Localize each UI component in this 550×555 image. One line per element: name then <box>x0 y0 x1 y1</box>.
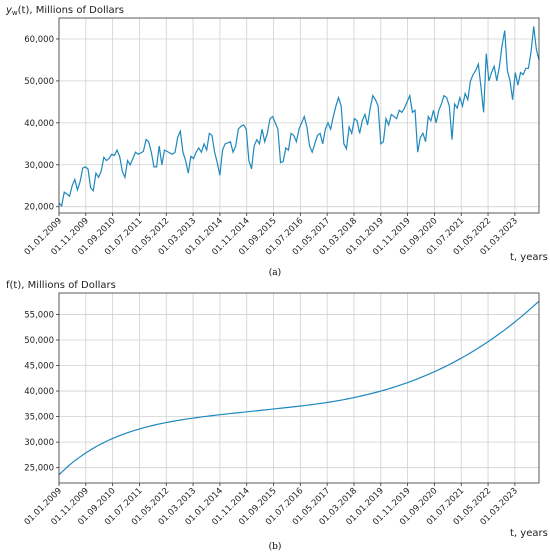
chart-b-ytick-label: 55,000 <box>24 310 54 320</box>
chart-b-series-line <box>58 300 540 476</box>
chart-a-frame <box>58 17 540 214</box>
chart-a-xticks: 01.01.200901.11.200901.09.201001.07.2011… <box>23 213 520 258</box>
chart-b-ytick-label: 25,000 <box>24 464 54 474</box>
chart-a-ytick-label: 60,000 <box>24 35 54 45</box>
chart-b-yticks: 25,000 30,000 35,000 40,000 45,000 50,000 55,0… <box>24 310 59 474</box>
chart-a: yw(t), Millions of Dollars 20,000 30,000 4… <box>5 5 548 278</box>
chart-b-ytick-label: 40,000 <box>24 387 54 397</box>
chart-b-ytick-label: 35,000 <box>24 413 54 423</box>
chart-a-panel-label: (a) <box>269 267 281 278</box>
chart-a-ylabel: yw(t), Millions of Dollars <box>5 5 124 17</box>
chart-b-ytick-label: 45,000 <box>24 362 54 372</box>
chart-b-panel-label: (b) <box>269 541 282 552</box>
chart-b-ylabel: f(t), Millions of Dollars <box>6 280 116 291</box>
chart-a-ylabel-sub: w <box>12 9 18 17</box>
chart-b: f(t), Millions of Dollars 25,000 30,000 35… <box>6 280 548 552</box>
chart-a-ytick-label: 20,000 <box>24 203 54 213</box>
chart-a-ylabel-rest: (t), Millions of Dollars <box>18 5 124 16</box>
chart-a-yticks: 20,000 30,000 40,000 50,000 60,000 <box>24 35 59 213</box>
chart-b-frame <box>58 292 540 484</box>
chart-a-ytick-label: 50,000 <box>24 77 54 87</box>
chart-b-grid <box>58 293 539 483</box>
chart-a-series-line <box>58 26 540 208</box>
chart-b-ytick-label: 30,000 <box>24 438 54 448</box>
chart-a-ylabel-main: y <box>5 5 13 16</box>
chart-a-ytick-label: 40,000 <box>24 119 54 129</box>
chart-a-grid <box>58 18 539 213</box>
chart-a-xlabel: t, years <box>510 252 548 263</box>
chart-b-xticks: 01.01.200901.11.200901.09.201001.07.2011… <box>23 483 520 528</box>
chart-b-xlabel: t, years <box>510 528 548 539</box>
chart-b-ytick-label: 50,000 <box>24 336 54 346</box>
chart-a-ytick-label: 30,000 <box>24 161 54 171</box>
